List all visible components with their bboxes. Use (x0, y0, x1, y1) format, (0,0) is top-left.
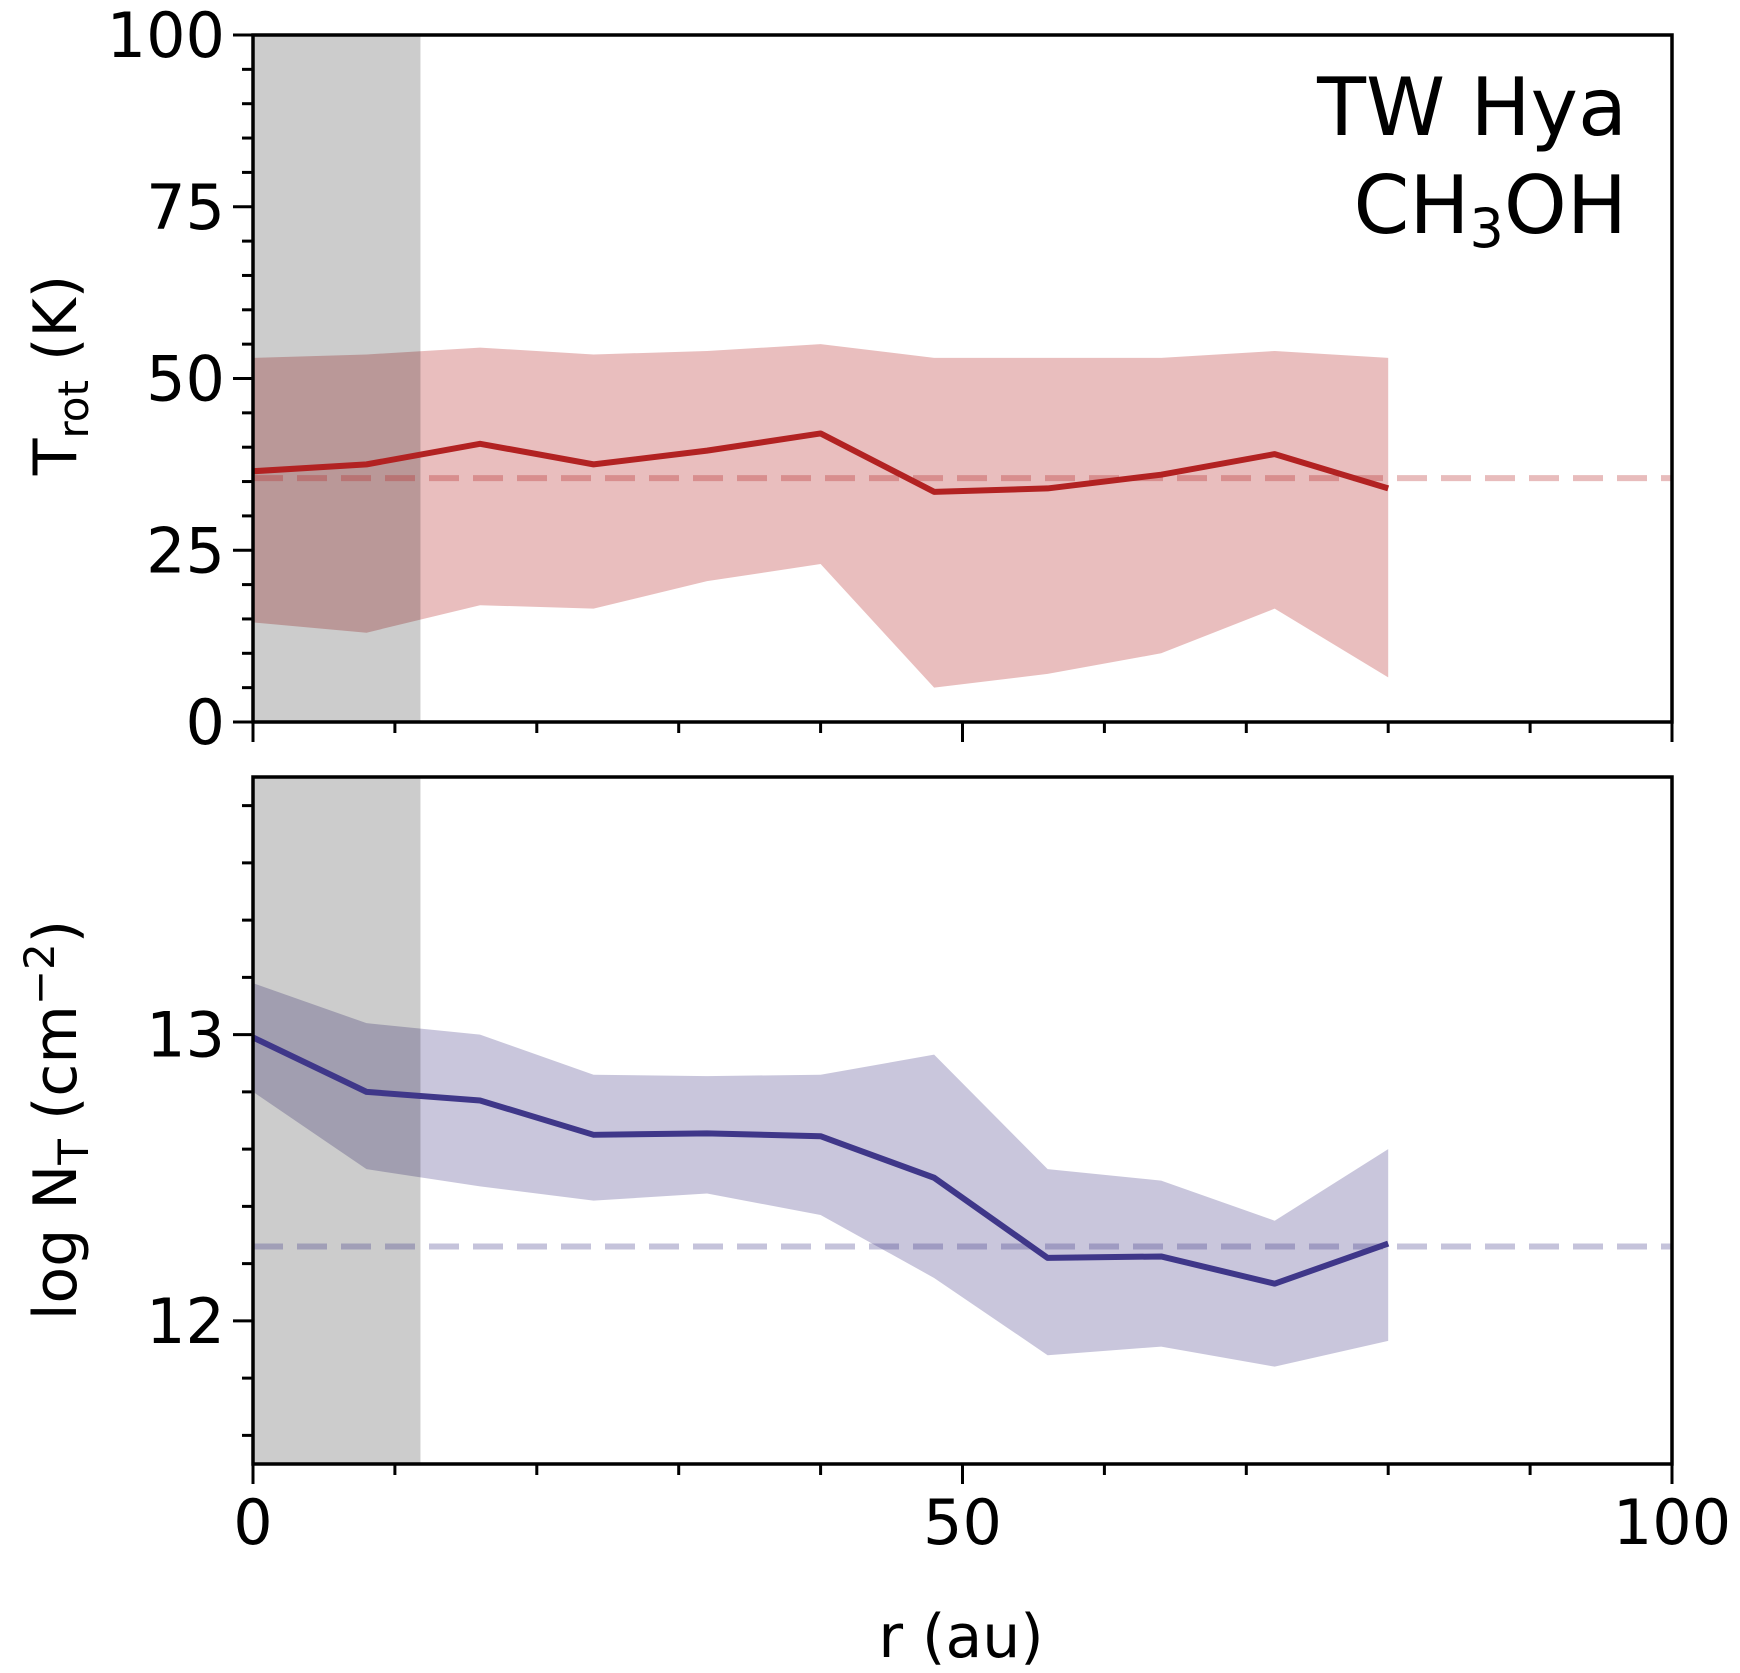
y-tick-label: 0 (186, 686, 225, 759)
bottom-x-ticks: 0 50 100 (233, 1464, 1731, 1559)
bottom-y-ticks: 12 13 (146, 804, 253, 1437)
x-tick-label: 50 (923, 1486, 1002, 1559)
y-tick-label: 50 (146, 343, 225, 416)
x-axis-label: r (au) (878, 1602, 1043, 1672)
bottom-ylabel-close: ) (21, 920, 91, 943)
top-panel: 0 25 50 75 100 TW Hya CH3OH Trot (K) (21, 0, 1674, 759)
y-tick-label: 12 (146, 1285, 225, 1358)
bottom-series-line (251, 1034, 1390, 1287)
top-x-ticks (251, 722, 1674, 742)
bottom-axes-frame (251, 775, 1674, 1466)
y-tick-label: 100 (107, 0, 225, 72)
x-tick-label: 100 (1613, 1486, 1731, 1559)
y-tick-label: 75 (146, 171, 225, 244)
molecule-end: OH (1504, 159, 1627, 252)
bottom-panel: 12 13 0 50 100 log NT (cm−2) r (au) (15, 775, 1731, 1672)
top-ylabel-main: T (21, 438, 91, 476)
y-tick-label: 13 (146, 999, 225, 1072)
top-annotation-target: TW Hya (1316, 61, 1627, 154)
bottom-y-axis-label: log NT (cm−2) (15, 920, 98, 1320)
top-annotation-molecule: CH3OH (1354, 159, 1628, 260)
bottom-uncertainty-band (253, 983, 1389, 1367)
top-y-ticks: 0 25 50 75 100 (107, 0, 253, 759)
top-series-line (252, 430, 1390, 495)
bottom-ylabel-sup: −2 (15, 943, 64, 1005)
top-axes-frame (251, 33, 1674, 724)
x-tick-label: 0 (233, 1486, 272, 1559)
y-tick-label: 25 (146, 514, 225, 587)
molecule-subscript: 3 (1470, 197, 1504, 260)
top-y-axis-label: Trot (K) (21, 275, 98, 476)
bottom-ylabel-sub: T (49, 1139, 98, 1166)
top-uncertainty-band (253, 344, 1389, 688)
top-ylabel-unit: (K) (21, 275, 91, 380)
molecule-main: CH (1354, 159, 1470, 252)
bottom-ylabel-main: log N (21, 1165, 91, 1320)
bottom-ylabel-unit: (cm (21, 1005, 91, 1139)
top-ylabel-sub: rot (49, 380, 98, 439)
